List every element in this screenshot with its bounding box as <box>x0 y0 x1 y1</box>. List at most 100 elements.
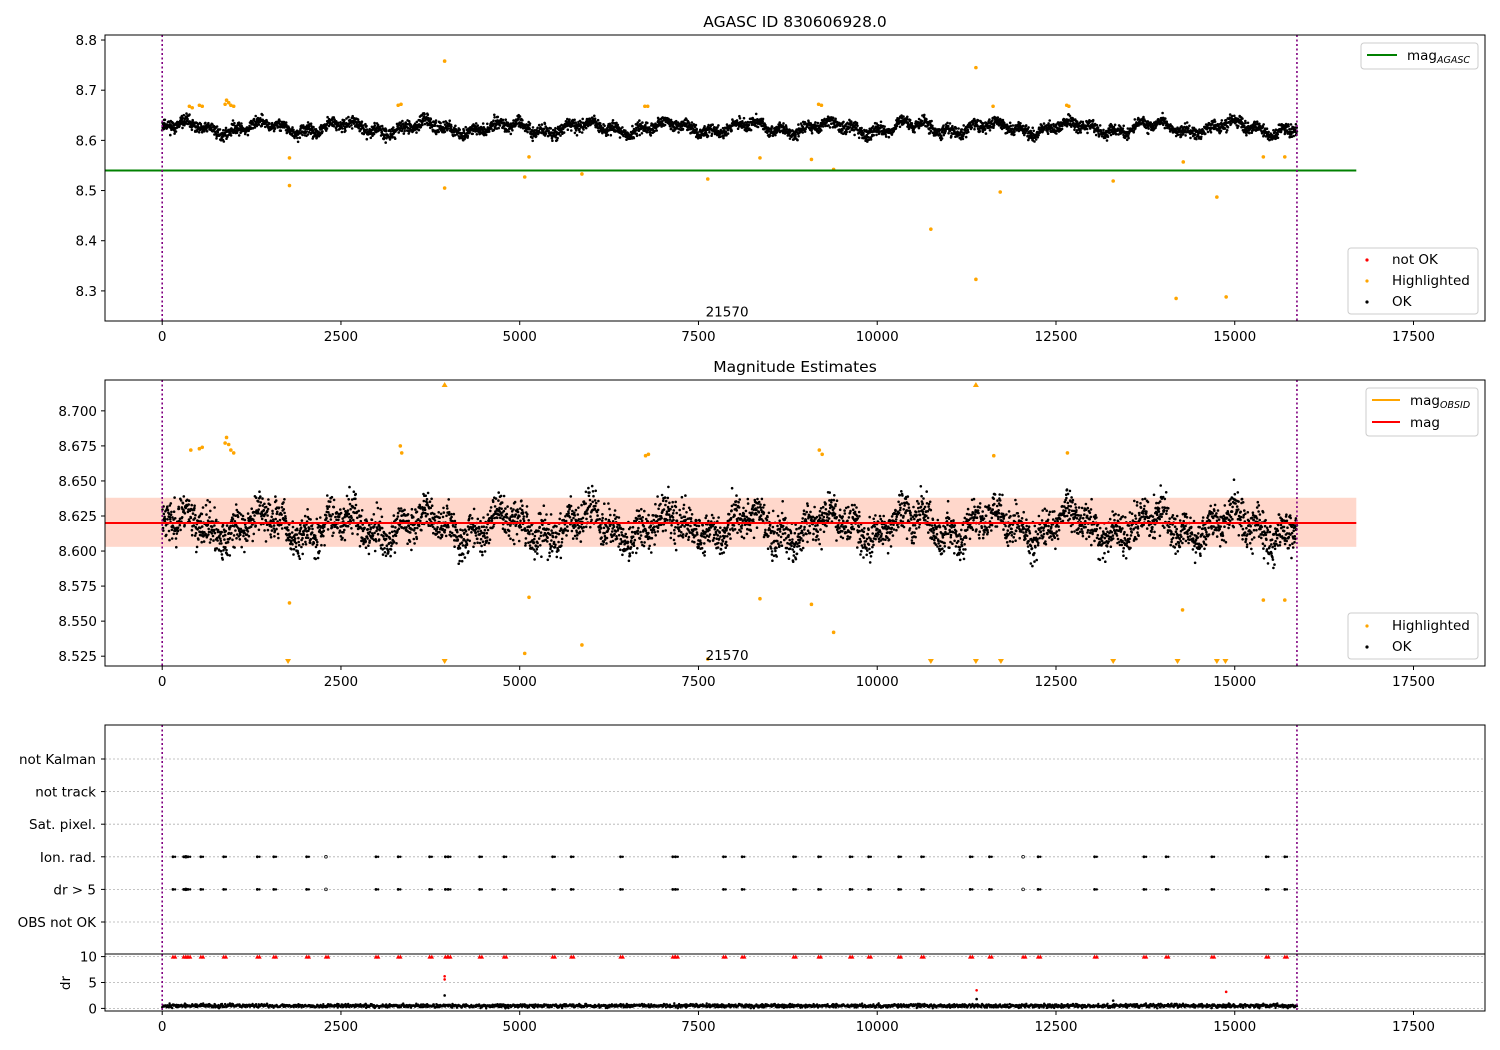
ok-point <box>1189 136 1192 140</box>
ok-point <box>814 121 817 124</box>
ok-point <box>747 123 751 127</box>
ok-point <box>247 534 251 538</box>
ok-point <box>1193 133 1197 136</box>
ok-point <box>566 128 570 131</box>
ok-point <box>297 543 301 547</box>
ok-point <box>860 126 863 130</box>
highlighted-point <box>399 102 403 107</box>
ok-point <box>596 118 600 122</box>
ok-point <box>407 120 411 123</box>
ok-point <box>183 123 186 127</box>
ok-point <box>324 514 328 517</box>
ok-point <box>268 122 271 125</box>
ok-point <box>360 122 363 126</box>
y-tick-label: 8.8 <box>76 33 97 49</box>
ok-point <box>306 121 310 124</box>
ok-point <box>181 126 184 130</box>
ok-point <box>296 140 300 144</box>
ok-point <box>258 490 261 494</box>
ok-point <box>332 116 336 119</box>
ok-point <box>213 531 217 535</box>
obsid-annotation: 21570 <box>706 304 749 320</box>
ok-point <box>347 115 350 119</box>
ok-point <box>977 119 980 122</box>
ok-point <box>531 126 535 129</box>
ok-point <box>681 127 685 131</box>
ok-point <box>584 126 588 130</box>
ok-point <box>351 114 355 118</box>
ok-point <box>257 500 260 503</box>
ok-point <box>534 134 538 138</box>
ok-point <box>312 541 316 545</box>
ok-point <box>344 129 347 132</box>
ok-point <box>231 119 235 122</box>
ok-point <box>1060 127 1064 131</box>
ok-point <box>187 503 190 506</box>
ok-point <box>250 507 253 511</box>
ok-point <box>303 514 307 518</box>
ok-point <box>284 121 288 124</box>
ok-point <box>540 123 544 126</box>
ok-point <box>326 507 329 511</box>
ok-point <box>263 125 267 129</box>
ok-point <box>292 128 295 132</box>
ok-point <box>215 137 218 140</box>
ok-point <box>323 544 326 547</box>
ok-point <box>325 516 328 520</box>
legend-marker-highlighted <box>1365 279 1369 283</box>
ok-point <box>1022 124 1025 128</box>
ok-point <box>1019 122 1022 125</box>
ok-point <box>687 128 690 131</box>
ok-point <box>263 529 266 532</box>
ok-point <box>213 524 216 527</box>
ok-point <box>593 117 597 120</box>
ok-point <box>1073 128 1076 132</box>
ok-point <box>295 533 299 536</box>
ok-point <box>246 512 250 515</box>
ok-point <box>272 524 276 527</box>
ok-point <box>417 128 421 132</box>
highlighted-point <box>442 186 447 190</box>
ok-point <box>195 545 199 549</box>
ok-point <box>1121 127 1125 130</box>
ok-point <box>1013 133 1016 136</box>
ok-point <box>906 115 909 119</box>
ok-point <box>578 130 581 133</box>
ok-point <box>283 498 286 501</box>
ok-point <box>282 120 286 124</box>
ok-point <box>246 133 250 137</box>
ok-point <box>204 121 207 125</box>
ok-point <box>756 125 760 129</box>
ok-point <box>646 121 649 125</box>
ok-point <box>292 553 295 556</box>
ok-point <box>171 516 174 519</box>
highlighted-point <box>1181 160 1186 164</box>
ok-point <box>242 529 246 532</box>
ok-point <box>581 117 584 121</box>
ok-point <box>365 137 369 141</box>
ok-point <box>884 133 887 136</box>
ok-point <box>486 122 489 126</box>
ok-point <box>996 116 1000 119</box>
ok-point <box>703 125 706 128</box>
agasc-magnitude-panel: AGASC ID 830606928.0 0 2500 5000 7500 10000 1… <box>76 13 1486 345</box>
ok-point <box>315 517 319 521</box>
ok-point <box>895 124 899 128</box>
ok-point <box>210 126 213 130</box>
ok-point <box>169 502 173 505</box>
ok-point <box>421 123 424 127</box>
ok-point <box>267 498 270 501</box>
ok-point <box>212 528 216 532</box>
ok-point <box>434 119 438 122</box>
ok-point <box>229 132 232 135</box>
ok-point <box>339 508 342 511</box>
ok-point <box>947 124 950 128</box>
ok-point <box>346 509 350 512</box>
ok-point <box>348 125 351 128</box>
ok-point <box>796 138 799 142</box>
ok-point <box>279 129 283 132</box>
ok-point <box>1033 140 1036 143</box>
ok-point <box>568 118 571 121</box>
highlighted-point <box>287 183 292 188</box>
